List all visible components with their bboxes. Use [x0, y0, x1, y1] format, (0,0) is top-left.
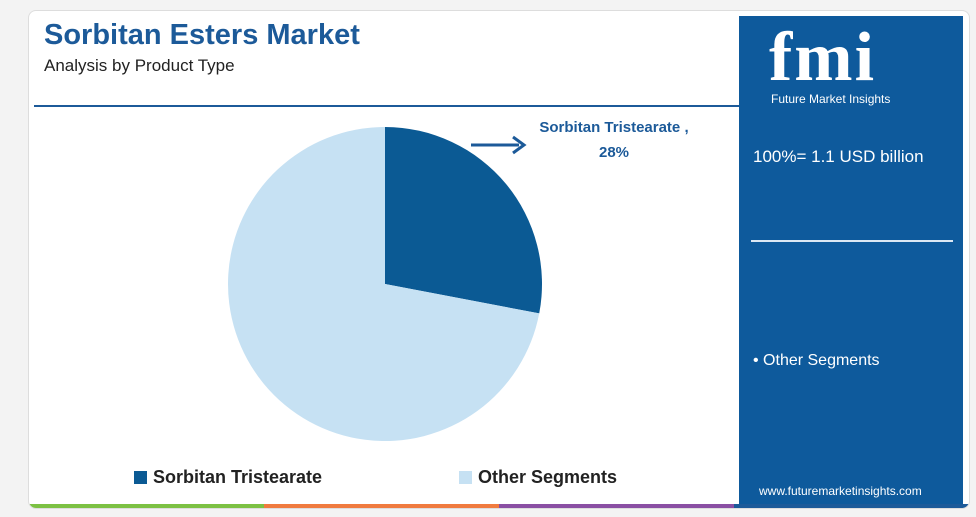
stripe	[499, 504, 734, 508]
brand-name: Future Market Insights	[771, 92, 891, 106]
legend-label: Sorbitan Tristearate	[153, 467, 323, 487]
legend-item: Sorbitan Tristearate	[134, 467, 322, 488]
logo: fmi	[769, 19, 877, 96]
arrow-head	[512, 135, 527, 155]
stripe	[29, 504, 264, 508]
legend-label: Other Segments	[478, 467, 618, 487]
segment-note: • Other Segments	[753, 352, 880, 369]
chart-title: Sorbitan Esters Market	[44, 19, 360, 51]
divider	[34, 105, 739, 107]
legend-item: Other Segments	[459, 467, 617, 488]
legend-swatch	[459, 471, 472, 484]
pie-slice	[227, 127, 540, 441]
url: www.futuremarketinsights.com	[759, 484, 922, 498]
stripe	[734, 504, 969, 508]
pie-slice	[385, 127, 542, 314]
chart	[227, 127, 542, 441]
legend-swatch	[134, 471, 147, 484]
divider	[751, 240, 953, 242]
data-label: Sorbitan Tristearate , 28%	[539, 119, 689, 161]
stripes	[29, 504, 969, 508]
total-note: 100%= 1.1 USD billion	[753, 147, 924, 166]
brand-panel: fmi Future Market Insights 100%= 1.1 USD…	[739, 16, 963, 508]
card: Sorbitan Esters Market Analysis by Produ…	[28, 10, 970, 509]
chart-subtitle: Analysis by Product Type	[44, 56, 235, 75]
stripe	[264, 504, 499, 508]
